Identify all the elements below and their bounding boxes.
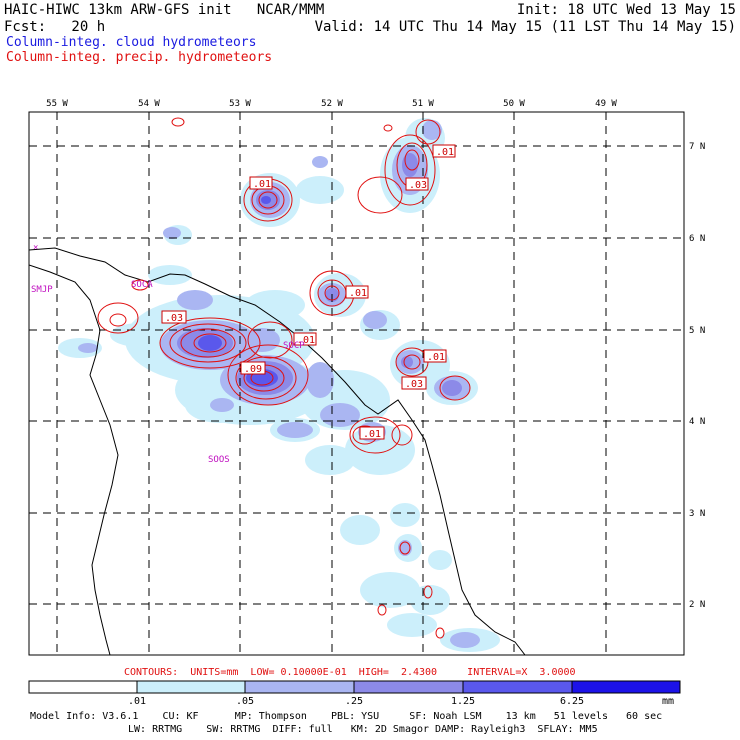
lon-axis: 55 W 54 W 53 W 52 W 51 W 50 W 49 W <box>46 99 617 109</box>
colorbar <box>28 680 681 694</box>
colorbar-ticks: .01 .05 .25 1.25 6.25 mm <box>128 696 674 707</box>
lon-label: 54 W <box>138 99 160 109</box>
lon-label: 55 W <box>46 99 68 109</box>
contour-info: CONTOURS: UNITS=mm LOW= 0.10000E-01 HIGH… <box>124 667 576 678</box>
lon-label: 53 W <box>229 99 251 109</box>
contour-label: .01 <box>349 288 367 299</box>
contour-label: .01 <box>297 335 315 346</box>
lon-label: 49 W <box>595 99 617 109</box>
contour-labels: .01 .01 .03 .01 .03 .01 .01 .09 .03 .01 <box>161 144 456 440</box>
station-label: SOCP <box>283 341 305 351</box>
lat-label: 7 N <box>689 142 705 152</box>
station-label: SOCA <box>131 280 153 290</box>
colorbar-tick: .25 <box>345 696 363 707</box>
colorbar-tick: 1.25 <box>451 696 475 707</box>
plot-frame <box>28 111 685 656</box>
cloud-shading <box>58 118 500 652</box>
colorbar-tick: 6.25 <box>560 696 584 707</box>
lat-label: 4 N <box>689 417 705 427</box>
valid-time: Valid: 14 UTC Thu 14 May 15 (11 LST Thu … <box>314 19 736 35</box>
station-label: SOOS <box>208 455 230 465</box>
lat-label: 6 N <box>689 234 705 244</box>
legend-precip: Column-integ. precip. hydrometeors <box>6 50 273 65</box>
contour-label: .01 <box>427 352 445 363</box>
station-marker: × <box>33 243 38 253</box>
forecast-hour: Fcst: 20 h <box>4 19 106 35</box>
contour-label: .03 <box>165 313 183 324</box>
contour-label: .09 <box>244 364 262 375</box>
colorbar-tick: .01 <box>128 696 146 707</box>
station-label: SMJP <box>31 285 53 295</box>
legend-cloud: Column-integ. cloud hydrometeors <box>6 35 257 50</box>
lon-label: 52 W <box>321 99 343 109</box>
contour-label: .01 <box>253 179 271 190</box>
contour-label: .03 <box>409 180 427 191</box>
colorbar-tick: .05 <box>236 696 254 707</box>
model-info-line1: Model Info: V3.6.1 CU: KF MP: Thompson P… <box>30 711 663 722</box>
init-time: Init: 18 UTC Wed 13 May 15 <box>516 2 736 18</box>
model-info-line2: LW: RRTMG SW: RRTMG DIFF: full KM: 2D Sm… <box>128 724 598 735</box>
stations: SMJP SOCA SOCP SOOS × <box>31 243 305 465</box>
lat-label: 3 N <box>689 509 705 519</box>
lat-axis: 7 N 6 N 5 N 4 N 3 N 2 N <box>689 142 705 610</box>
contour-label: .01 <box>436 147 454 158</box>
lon-label: 50 W <box>503 99 525 109</box>
contour-label: .03 <box>405 379 423 390</box>
lat-label: 5 N <box>689 326 705 336</box>
colorbar-unit: mm <box>662 696 674 707</box>
title-left: HAIC-HIWC 13km ARW-GFS init NCAR/MMM <box>4 2 325 18</box>
lat-label: 2 N <box>689 600 705 610</box>
lon-label: 51 W <box>412 99 434 109</box>
contour-label: .01 <box>363 429 381 440</box>
